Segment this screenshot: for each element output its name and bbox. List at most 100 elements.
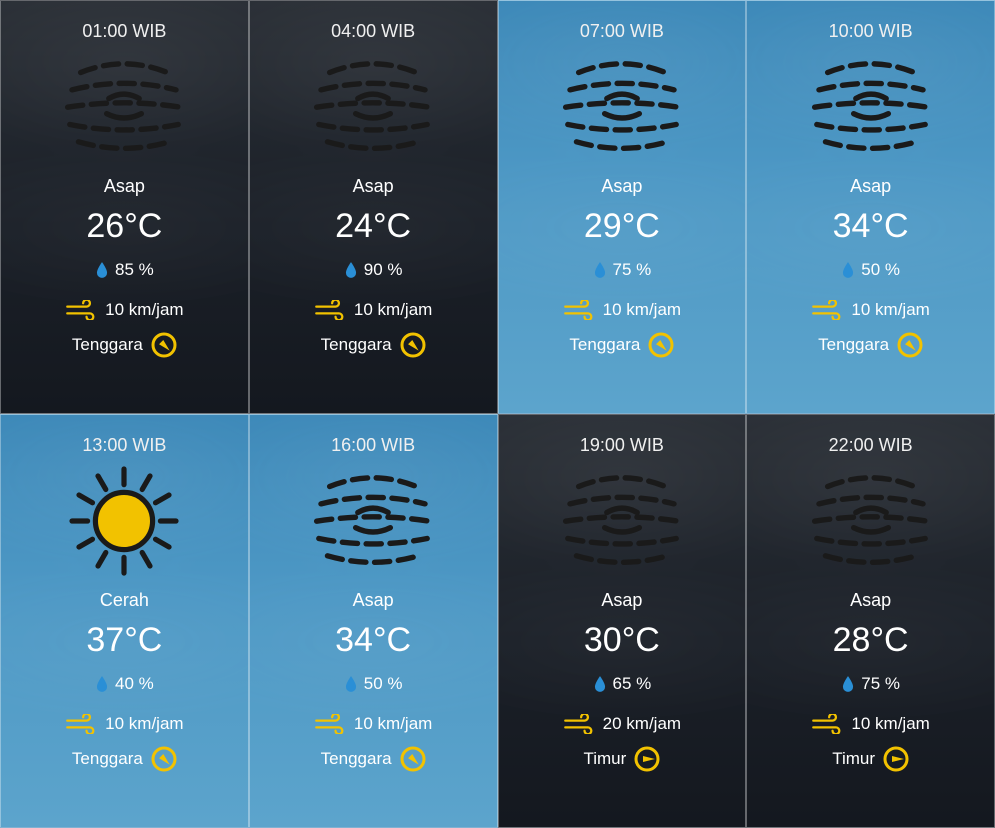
compass-icon [634,746,660,772]
wind-direction-row: Tenggara [321,746,426,772]
wind-speed-value: 10 km/jam [354,300,432,320]
wind-icon [314,300,348,320]
compass-icon [151,332,177,358]
drop-icon [95,261,109,279]
compass-icon [400,746,426,772]
sun-icon [59,456,189,586]
wind-direction-row: Tenggara [818,332,923,358]
wind-icon [314,714,348,734]
condition-label: Asap [601,176,642,197]
condition-label: Cerah [100,590,149,611]
temperature-value: 34°C [833,207,909,246]
wind-speed-value: 20 km/jam [603,714,681,734]
forecast-time: 07:00 WIB [580,21,664,42]
compass-icon [400,746,426,772]
drop-icon [344,675,358,693]
wind-direction-label: Tenggara [569,335,640,355]
drop-icon [841,261,855,279]
wind-icon [314,300,348,320]
wind-icon [65,714,99,734]
forecast-time: 10:00 WIB [829,21,913,42]
wind-icon [314,714,348,734]
humidity-row: 65 % [593,674,652,694]
humidity-value: 50 % [861,260,900,280]
compass-icon [400,332,426,358]
condition-label: Asap [353,176,394,197]
humidity-row: 75 % [841,674,900,694]
wind-row: 10 km/jam [811,300,929,320]
weather-icon [806,52,936,162]
wind-direction-label: Timur [583,749,626,769]
humidity-value: 65 % [613,674,652,694]
wind-row: 10 km/jam [314,714,432,734]
wind-direction-row: Tenggara [321,332,426,358]
temperature-value: 28°C [833,621,909,660]
wind-direction-row: Timur [832,746,909,772]
wind-speed-value: 10 km/jam [105,714,183,734]
wind-direction-label: Tenggara [818,335,889,355]
compass-icon [151,332,177,358]
temperature-value: 24°C [335,207,411,246]
condition-label: Asap [601,590,642,611]
wind-icon [65,300,99,320]
wind-direction-label: Timur [832,749,875,769]
forecast-card: 04:00 WIB Asap 24°C 90 % 10 km/jam [249,0,498,414]
drop-icon [841,261,855,279]
wind-speed-value: 10 km/jam [851,300,929,320]
compass-icon [883,746,909,772]
forecast-card: 22:00 WIB Asap 28°C 75 % 10 km/jam [746,414,995,828]
compass-icon [897,332,923,358]
humidity-value: 75 % [861,674,900,694]
smoke-icon [59,53,189,161]
weather-icon [557,466,687,576]
humidity-row: 90 % [344,260,403,280]
wind-row: 10 km/jam [563,300,681,320]
wind-speed-value: 10 km/jam [105,300,183,320]
wind-direction-row: Timur [583,746,660,772]
wind-icon [65,714,99,734]
wind-icon [563,300,597,320]
forecast-time: 01:00 WIB [82,21,166,42]
wind-icon [563,300,597,320]
drop-icon [841,675,855,693]
wind-row: 10 km/jam [65,714,183,734]
smoke-icon [308,467,438,575]
humidity-value: 75 % [613,260,652,280]
smoke-icon [557,467,687,575]
smoke-icon [557,53,687,161]
wind-speed-value: 10 km/jam [603,300,681,320]
drop-icon [95,261,109,279]
wind-speed-value: 10 km/jam [354,714,432,734]
condition-label: Asap [353,590,394,611]
forecast-card: 19:00 WIB Asap 30°C 65 % 20 km/jam [498,414,747,828]
wind-row: 10 km/jam [811,714,929,734]
compass-icon [151,746,177,772]
temperature-value: 30°C [584,621,660,660]
weather-icon [806,466,936,576]
humidity-row: 75 % [593,260,652,280]
compass-icon [634,746,660,772]
wind-direction-row: Tenggara [569,332,674,358]
compass-icon [897,332,923,358]
weather-icon [308,466,438,576]
humidity-value: 40 % [115,674,154,694]
drop-icon [344,261,358,279]
wind-icon [811,300,845,320]
humidity-value: 90 % [364,260,403,280]
drop-icon [593,261,607,279]
drop-icon [593,675,607,693]
forecast-time: 16:00 WIB [331,435,415,456]
drop-icon [344,675,358,693]
temperature-value: 29°C [584,207,660,246]
humidity-row: 85 % [95,260,154,280]
wind-direction-label: Tenggara [321,749,392,769]
forecast-time: 19:00 WIB [580,435,664,456]
drop-icon [344,261,358,279]
humidity-row: 50 % [841,260,900,280]
wind-icon [65,300,99,320]
forecast-grid: 01:00 WIB Asap 26°C 85 % 10 km/jam [0,0,995,828]
weather-icon [59,52,189,162]
temperature-value: 37°C [86,621,162,660]
wind-row: 10 km/jam [65,300,183,320]
wind-row: 10 km/jam [314,300,432,320]
